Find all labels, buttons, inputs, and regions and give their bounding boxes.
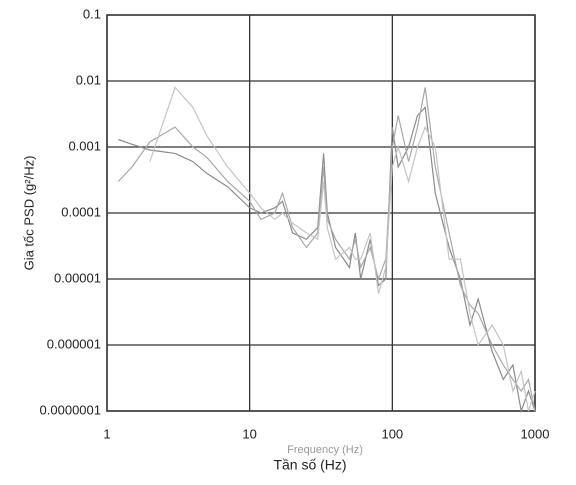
y-tick-label: 0.000001 — [47, 336, 101, 351]
x-tick-label: 100 — [381, 426, 403, 441]
y-tick-label: 0.1 — [83, 6, 101, 21]
series-line — [118, 105, 536, 414]
y-tick-label: 0.0001 — [61, 204, 101, 219]
y-axis-title: Gia tốc PSD (g²/Hz) — [21, 156, 36, 271]
y-tick-label: 0.01 — [76, 72, 101, 87]
x-tick-label: 10 — [242, 426, 256, 441]
y-tick-label: 0.00001 — [54, 270, 101, 285]
y-tick-label: 0.001 — [68, 138, 101, 153]
x-tick-label: 1 — [103, 426, 110, 441]
faded-axis-title: Frequency (Hz) — [287, 444, 363, 456]
x-tick-label: 1000 — [521, 426, 550, 441]
series-line — [149, 86, 536, 412]
x-axis-title: Tần số (Hz) — [273, 457, 346, 473]
series-line — [117, 87, 536, 412]
y-tick-label: 0.0000001 — [40, 402, 101, 417]
